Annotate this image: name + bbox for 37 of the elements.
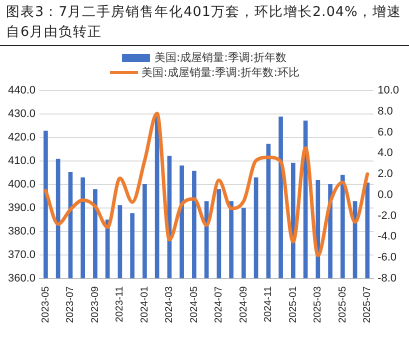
y-tick-label: 430.0 [8, 108, 36, 120]
y-tick-label: 400.0 [8, 178, 36, 190]
y2-tick-label: 4.0 [378, 147, 393, 160]
x-tick-label: 2024-03 [164, 286, 176, 324]
x-tick-label: 2023-09 [90, 286, 101, 324]
x-tick-label: 2025-01 [288, 286, 299, 324]
x-tick-label: 2025-03 [312, 286, 324, 324]
y-tick-label: 370.0 [8, 248, 36, 261]
y2-tick-label: -8.0 [378, 272, 397, 284]
legend-label: 美国:成屋销量:季调:折年数:环比 [142, 65, 300, 80]
y2-tick-label: -4.0 [378, 230, 397, 243]
x-tick-label: 2024-07 [214, 286, 225, 324]
y-tick-label: 360.0 [8, 272, 36, 284]
y2-tick-label: 0.0 [378, 188, 393, 201]
y2-tick-label: -6.0 [378, 251, 397, 264]
x-tick-label: 2024-05 [188, 286, 200, 324]
y2-tick-label: 6.0 [378, 126, 393, 138]
y2-tick-label: 2.0 [378, 168, 393, 180]
y2-tick-label: 8.0 [378, 105, 393, 118]
y2-tick-label: 10.0 [378, 84, 400, 97]
y-tick-label: 440.0 [8, 84, 36, 97]
line-series [44, 112, 370, 258]
x-tick-label: 2025-07 [362, 286, 374, 324]
x-tick-label: 2024-11 [263, 286, 274, 322]
chart-title: 图表3：7月二手房销售年化401万套，环比增长2.04%，增速自6月由负转正 [0, 0, 409, 46]
y-tick-label: 380.0 [8, 225, 36, 238]
y2-tick-label: -2.0 [378, 210, 397, 222]
x-tick-label: 2023-11 [114, 286, 126, 322]
legend-label: 美国:成屋销量:季调:折年数 [154, 50, 287, 65]
y-tick-label: 390.0 [8, 202, 36, 214]
x-tick-label: 2025-05 [337, 286, 348, 324]
x-tick-label: 2024-09 [238, 286, 250, 324]
x-tick-label: 2023-07 [65, 286, 76, 324]
y-tick-label: 420.0 [8, 132, 36, 144]
x-tick-label: 2024-01 [139, 286, 150, 324]
y-tick-label: 410.0 [8, 155, 36, 168]
x-tick-label: 2023-05 [40, 286, 52, 324]
